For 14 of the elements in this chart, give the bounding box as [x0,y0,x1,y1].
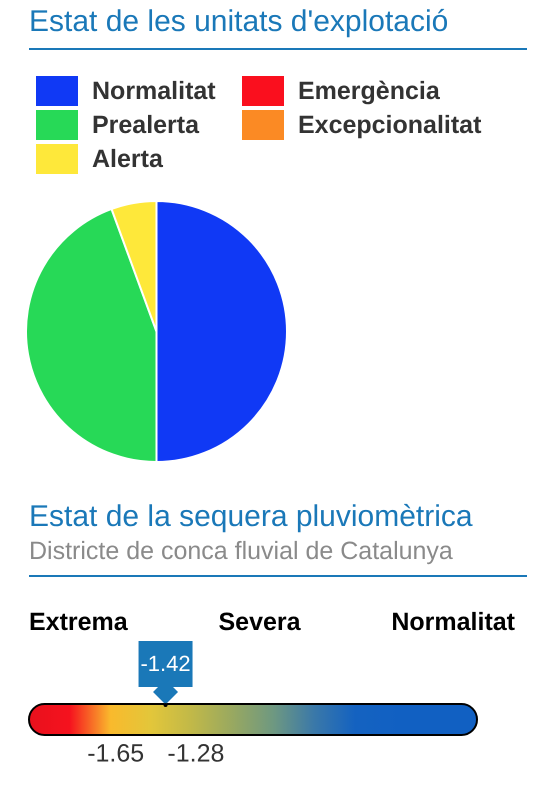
text: Severa [218,607,301,637]
chart-title: Estat de les unitats d'explotació [29,4,448,40]
text: Estat de la sequera pluviomètrica [29,499,473,535]
legend-label: Normalitat [92,76,216,106]
text: -1.28 [167,739,224,768]
text: Normalitat [391,607,515,637]
legend-label: Emergència [298,76,440,106]
text: Extrema [29,607,128,637]
legend-label: Prealerta [92,110,200,140]
text: Districte de conca fluvial de Catalunya [29,536,453,566]
data-label: -1.42 [140,651,191,676]
legend-label: Excepcionalitat [298,110,482,140]
text: -1.65 [87,739,144,768]
legend-label: Alerta [92,144,163,174]
